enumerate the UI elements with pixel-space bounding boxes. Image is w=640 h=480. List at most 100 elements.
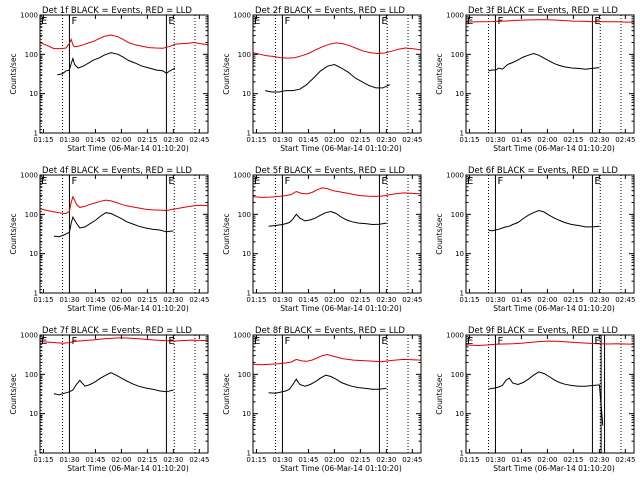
marker-label: E [168, 16, 174, 27]
x-tick-label: 02:30 [163, 296, 183, 304]
marker-label: E [168, 176, 174, 187]
x-axis-label: Start Time (06-Mar-14 01:10:20) [280, 144, 402, 153]
y-tick-label: 1000 [446, 332, 464, 340]
plot-area [466, 15, 634, 133]
plot-area [253, 335, 421, 453]
axes-frame [252, 14, 422, 134]
x-axis-label: Start Time (06-Mar-14 01:10:20) [67, 304, 189, 313]
x-tick-label: 02:30 [589, 296, 609, 304]
y-tick-label: 1 [460, 290, 464, 298]
x-tick-label: 02:00 [324, 296, 344, 304]
x-tick-label: 01:45 [298, 296, 318, 304]
y-tick-label: 1 [34, 290, 38, 298]
marker-label: E [594, 176, 600, 187]
y-tick-label: 100 [25, 211, 38, 219]
y-tick-label: 1000 [233, 172, 251, 180]
marker-label: F [71, 176, 77, 187]
x-tick-label: 02:30 [589, 136, 609, 144]
x-tick-label: 01:30 [485, 456, 505, 464]
x-tick-label: 01:15 [33, 136, 53, 144]
corner-marker-label: E [467, 176, 473, 187]
y-tick-label: 1 [247, 290, 251, 298]
lld-series-line [40, 34, 208, 50]
y-tick-label: 1000 [233, 12, 251, 20]
x-tick-label: 02:00 [111, 456, 131, 464]
marker-label: F [71, 336, 77, 347]
y-tick-label: 100 [25, 371, 38, 379]
corner-marker-label: E [467, 16, 473, 27]
y-axis-label: Counts/sec [435, 53, 444, 94]
y-tick-label: 10 [242, 90, 251, 98]
y-tick-label: 1 [247, 450, 251, 458]
x-tick-label: 01:30 [485, 296, 505, 304]
y-tick-label: 1 [247, 130, 251, 138]
panel-title: Det 8f BLACK = Events, RED = LLD [255, 326, 405, 336]
y-axis-label: Counts/sec [9, 373, 18, 414]
axes-frame [39, 14, 209, 134]
x-tick-label: 02:15 [137, 296, 157, 304]
corner-marker-label: E [41, 16, 47, 27]
y-tick-label: 10 [242, 250, 251, 258]
marker-label: E [594, 336, 600, 347]
x-tick-label: 02:00 [324, 456, 344, 464]
corner-marker-label: E [41, 336, 47, 347]
x-axis-label: Start Time (06-Mar-14 01:10:20) [493, 304, 615, 313]
x-tick-label: 01:30 [59, 136, 79, 144]
lld-series-line [466, 19, 634, 23]
y-axis-label: Counts/sec [222, 213, 231, 254]
x-tick-label: 02:00 [537, 296, 557, 304]
x-tick-label: 02:15 [350, 296, 370, 304]
axes-frame [465, 174, 635, 294]
x-axis-label: Start Time (06-Mar-14 01:10:20) [493, 144, 615, 153]
axes-frame [252, 334, 422, 454]
x-tick-label: 02:00 [111, 136, 131, 144]
corner-marker-label: E [41, 176, 47, 187]
x-tick-label: 01:15 [246, 296, 266, 304]
marker-label: E [381, 176, 387, 187]
y-tick-label: 1000 [446, 172, 464, 180]
x-tick-label: 02:45 [189, 296, 209, 304]
x-axis-label: Start Time (06-Mar-14 01:10:20) [67, 464, 189, 473]
x-tick-label: 01:45 [85, 136, 105, 144]
x-tick-label: 01:45 [298, 456, 318, 464]
x-axis-label: Start Time (06-Mar-14 01:10:20) [493, 464, 615, 473]
x-tick-label: 02:15 [350, 456, 370, 464]
x-tick-label: 01:45 [511, 456, 531, 464]
marker-label: F [284, 336, 290, 347]
plot-area [488, 175, 622, 293]
panel-title: Det 3f BLACK = Events, RED = LLD [468, 6, 618, 16]
plot-area [466, 335, 634, 453]
corner-marker-label: E [254, 16, 260, 27]
marker-label: E [381, 336, 387, 347]
x-tick-label: 02:15 [563, 136, 583, 144]
x-axis-label: Start Time (06-Mar-14 01:10:20) [280, 464, 402, 473]
x-tick-label: 01:30 [272, 456, 292, 464]
marker-label: F [284, 16, 290, 27]
x-tick-label: 01:15 [33, 296, 53, 304]
x-tick-label: 02:30 [376, 456, 396, 464]
x-tick-label: 02:30 [163, 136, 183, 144]
marker-label: F [71, 16, 77, 27]
x-tick-label: 01:30 [59, 296, 79, 304]
x-tick-label: 01:45 [511, 296, 531, 304]
x-tick-label: 01:15 [33, 456, 53, 464]
panel-title: Det 1f BLACK = Events, RED = LLD [42, 6, 192, 16]
x-tick-label: 01:30 [272, 136, 292, 144]
plot-area [40, 175, 208, 293]
x-tick-label: 02:45 [402, 296, 422, 304]
events-series-line [57, 52, 176, 76]
y-tick-label: 1 [34, 450, 38, 458]
y-tick-label: 10 [29, 410, 38, 418]
events-series-line [268, 374, 387, 394]
y-tick-label: 10 [29, 250, 38, 258]
x-tick-label: 02:15 [137, 136, 157, 144]
x-tick-label: 02:00 [537, 136, 557, 144]
x-tick-label: 01:15 [459, 296, 479, 304]
marker-label: F [497, 176, 503, 187]
